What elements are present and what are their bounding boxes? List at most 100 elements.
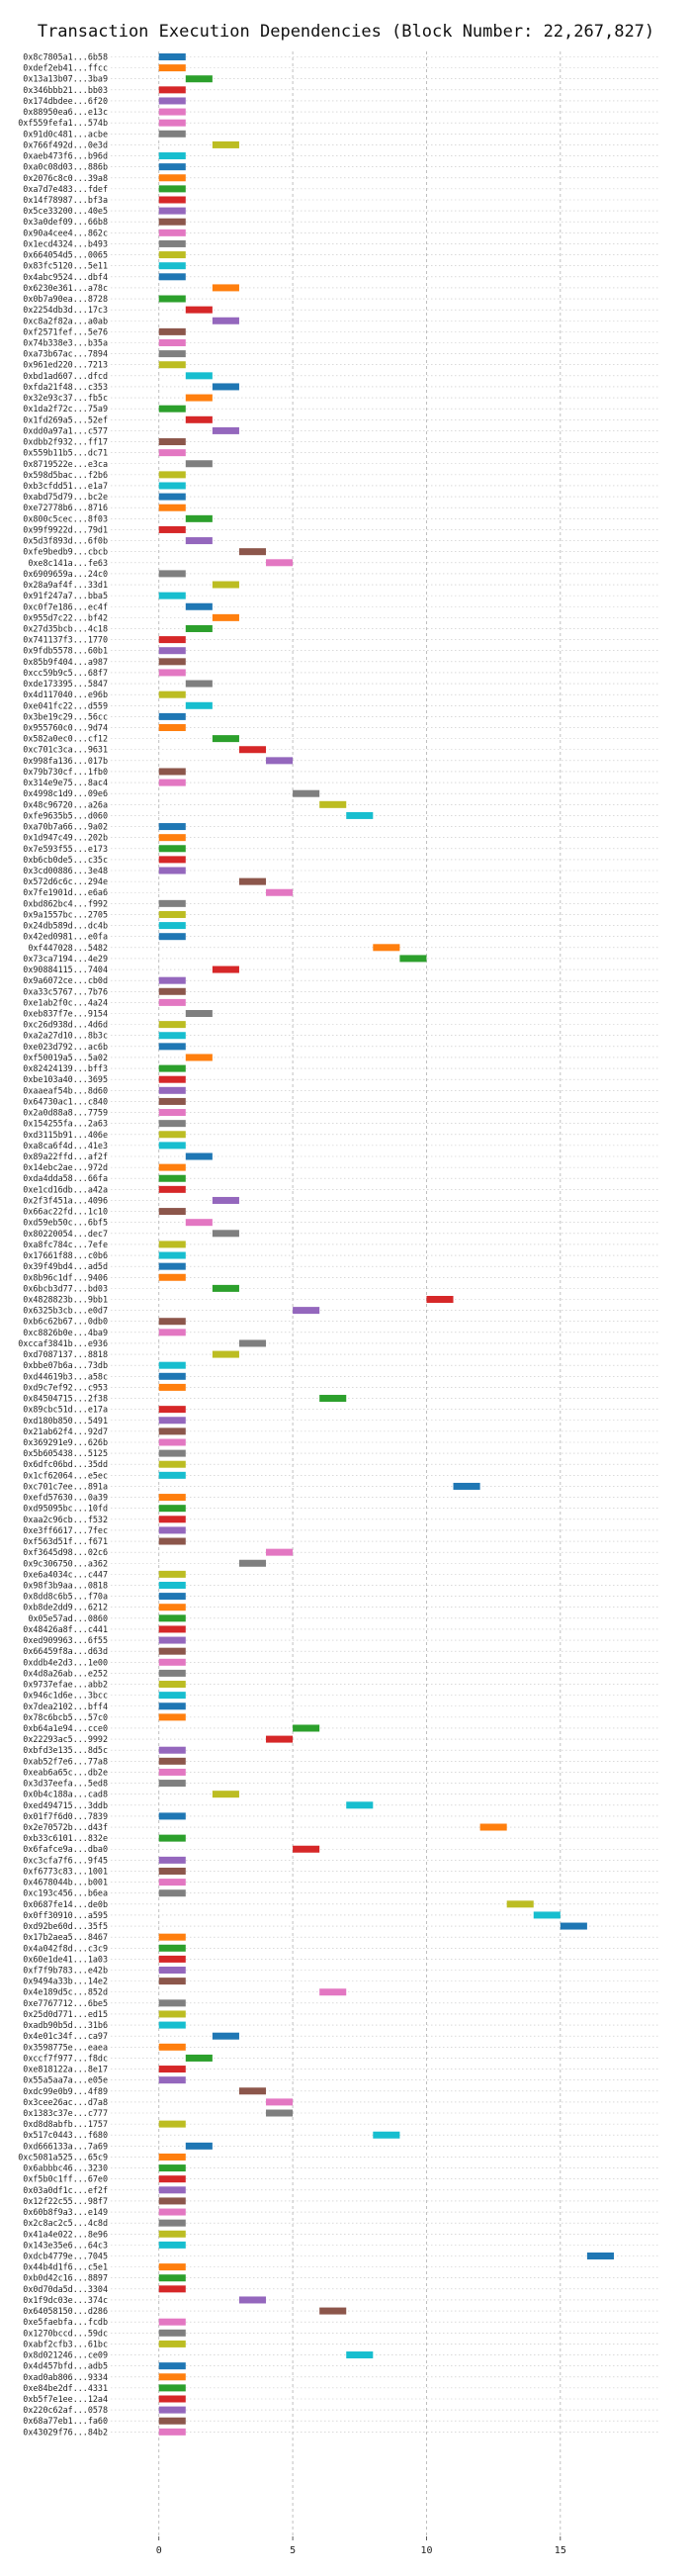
dependency-bar <box>319 2307 347 2315</box>
y-tick-label: 0x99f9922d...79d1 <box>23 524 108 534</box>
dependency-bar <box>238 877 267 885</box>
dependency-bar <box>158 1516 186 1523</box>
dependency-bar <box>158 998 186 1006</box>
y-tick-label: 0x8c7805a1...6b58 <box>23 52 108 62</box>
dependency-bar <box>533 1911 561 1919</box>
y-tick-label: 0xfe9bedb9...cbcb <box>23 547 108 557</box>
dependency-bar <box>158 1174 186 1182</box>
y-tick-label: 0xaaeaf54b...8d60 <box>23 1085 108 1095</box>
y-tick-label: 0x14ebc2ae...972d <box>23 1162 108 1172</box>
dependency-bar <box>185 1219 213 1227</box>
y-tick-label: 0x60e1de41...1a03 <box>23 1954 108 1964</box>
y-tick-label: 0x2076c8c0...39a8 <box>23 173 108 183</box>
dependency-bar <box>158 1967 186 1975</box>
y-tick-label: 0x598d5bac...f2b6 <box>23 470 108 480</box>
y-tick-label: 0x43029f76...84b2 <box>23 2427 108 2437</box>
y-tick-label: 0x83fc5120...5e11 <box>23 261 108 271</box>
y-tick-label: 0x174dbdee...6f20 <box>23 96 108 106</box>
dependency-bar <box>185 415 213 423</box>
dependency-bar <box>185 624 213 632</box>
dependency-bar <box>158 1262 186 1270</box>
dependency-bar <box>158 1669 186 1677</box>
y-tick-label: 0x664054d5...0065 <box>23 250 108 260</box>
y-tick-label: 0xed909963...6f55 <box>23 1635 108 1645</box>
y-tick-label: 0x741137f3...1770 <box>23 635 108 645</box>
dependency-bar <box>158 1581 186 1589</box>
y-tick-label: 0x8dd8c6b5...f70a <box>23 1592 108 1602</box>
dependency-bar <box>185 514 213 522</box>
dependency-bar <box>158 1043 186 1051</box>
dependency-bar <box>158 1185 186 1193</box>
y-tick-label: 0xa73b67ac...7894 <box>23 349 108 359</box>
dependency-bar <box>158 768 186 776</box>
y-tick-label: 0x6fafce9a...dba0 <box>23 1844 108 1854</box>
y-tick-label: 0x17b2aea5...8467 <box>23 1932 108 1942</box>
dependency-bar <box>212 284 239 292</box>
y-tick-label: 0x7fe1901d...e6a6 <box>23 887 108 897</box>
dependency-bar <box>399 955 427 963</box>
dependency-bar <box>185 2054 213 2062</box>
dependency-bar <box>158 1526 186 1534</box>
y-tick-label: 0xbd862bc4...f992 <box>23 898 108 908</box>
y-tick-label: 0x4678044b...b001 <box>23 1878 108 1887</box>
dependency-bar <box>185 2142 213 2150</box>
y-tick-label: 0x41a4e022...8e96 <box>23 2229 108 2239</box>
y-tick-label: 0x91d0c481...acbe <box>23 129 108 138</box>
dependency-bar <box>158 295 186 303</box>
dependency-bar <box>158 899 186 907</box>
y-tick-label: 0xe8c141a...fe63 <box>28 558 108 568</box>
y-tick-label: 0x369291e9...626b <box>23 1437 108 1447</box>
y-tick-label: 0x220c62af...0578 <box>23 2405 108 2415</box>
dependency-bar <box>158 1604 186 1611</box>
y-tick-label: 0x48426a8f...c441 <box>23 1624 108 1634</box>
y-tick-label: 0x4d8a26ab...e252 <box>23 1668 108 1678</box>
dependency-bar <box>212 1230 239 1238</box>
y-tick-label: 0xaeb473f6...b96d <box>23 151 108 161</box>
dependency-bar <box>185 75 213 83</box>
dependency-bar <box>158 1944 186 1952</box>
dependency-bar <box>238 746 267 754</box>
y-tick-label: 0x6abbbc46...3230 <box>23 2163 108 2173</box>
dependency-bar <box>158 471 186 479</box>
y-tick-label: 0xc8826b0e...4ba9 <box>23 1328 108 1337</box>
dependency-bar <box>158 2153 186 2161</box>
y-tick-label: 0xe7767712...6be5 <box>23 1998 108 2008</box>
dependency-bar <box>158 1131 186 1139</box>
y-tick-label: 0xfda21f48...c353 <box>23 382 108 392</box>
y-tick-label: 0x0b7a90ea...8728 <box>23 294 108 304</box>
dependency-bar <box>158 2241 186 2249</box>
y-tick-label: 0x73ca7194...4e29 <box>23 954 108 964</box>
dependency-bar <box>158 779 186 786</box>
y-tick-label: 0x84504715...2f38 <box>23 1394 108 1404</box>
dependency-bar <box>158 338 186 346</box>
y-tick-label: 0x27d35bcb...4c18 <box>23 623 108 633</box>
dependency-bar <box>212 1284 239 1292</box>
dependency-bar <box>212 317 239 324</box>
y-tick-label: 0xed494715...3ddb <box>23 1800 108 1810</box>
dependency-bar <box>238 1339 267 1347</box>
dependency-bar <box>158 405 186 413</box>
y-tick-label: 0xf50019a5...5a02 <box>23 1053 108 1062</box>
dependency-bar <box>266 2098 294 2106</box>
dependency-bar <box>158 834 186 842</box>
dependency-bar <box>158 2197 186 2205</box>
dependency-bar <box>158 922 186 930</box>
y-tick-label: 0xf2571fef...5e76 <box>23 326 108 336</box>
y-tick-label: 0xc701c3ca...9631 <box>23 745 108 755</box>
dependency-bar <box>158 2406 186 2414</box>
dependency-bar <box>158 152 186 160</box>
dependency-bar <box>319 1988 347 1996</box>
y-tick-label: 0x1f9dc03e...374c <box>23 2295 108 2305</box>
y-tick-label: 0xa2a27d10...8b3c <box>23 1031 108 1041</box>
y-tick-label: 0xbd1ad607...dfcd <box>23 371 108 381</box>
x-tick-label: 0 <box>156 2545 162 2556</box>
y-tick-label: 0x1cf62064...e5ec <box>23 1470 108 1480</box>
y-tick-label: 0x42ed0981...e0fa <box>23 932 108 942</box>
dependency-bar <box>238 2296 267 2304</box>
dependency-bar <box>346 811 374 819</box>
y-tick-label: 0x3a0def09...66b8 <box>23 217 108 227</box>
y-tick-label: 0xde173395...5847 <box>23 679 108 689</box>
y-tick-label: 0xc701c7ee...891a <box>23 1481 108 1491</box>
dependency-bar <box>158 1933 186 1941</box>
y-tick-label: 0x14f78987...bf3a <box>23 195 108 205</box>
